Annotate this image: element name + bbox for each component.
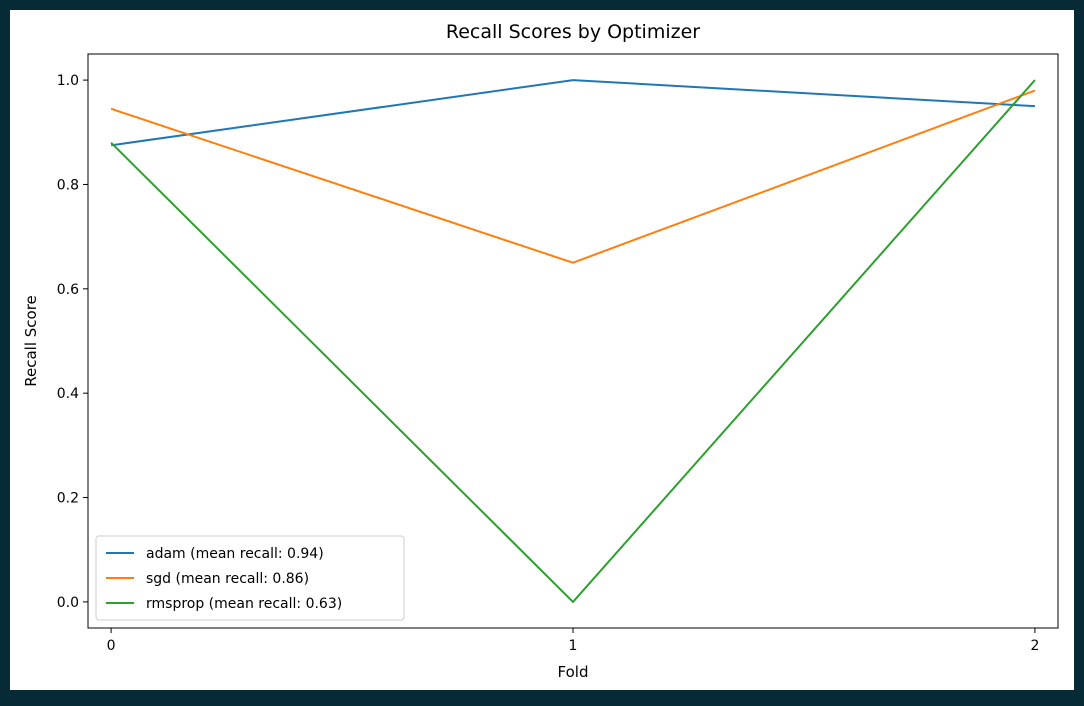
series-line-0 — [110, 79, 1035, 147]
chart-title: Recall Scores by Optimizer — [446, 21, 700, 43]
y-axis-label: Recall Score — [22, 295, 40, 387]
x-tick-label: 0 — [107, 638, 116, 654]
line-chart: Recall Scores by Optimizer Fold Recall S… — [22, 21, 1059, 681]
series-line-1 — [110, 89, 1036, 264]
legend-label-1: sgd (mean recall: 0.86) — [146, 571, 309, 587]
y-tick-label: 0.6 — [57, 282, 79, 298]
x-axis-label: Fold — [558, 663, 589, 681]
y-tick-label: 1.0 — [57, 73, 79, 89]
axis-ticks: 0.0 0.2 0.4 0.6 0.8 1.0 0 1 2 — [57, 73, 1040, 654]
y-tick-label: 0.0 — [57, 595, 79, 611]
y-tick-label: 0.2 — [57, 491, 79, 507]
series-line-2 — [110, 79, 1036, 604]
legend-box — [95, 535, 405, 621]
x-tick-label: 2 — [1030, 638, 1039, 654]
y-tick-label: 0.4 — [57, 386, 79, 402]
y-tick-label: 0.8 — [57, 177, 79, 193]
plot-area-frame — [87, 53, 1059, 629]
series-lines — [110, 79, 1036, 604]
legend-label-2: rmsprop (mean recall: 0.63) — [146, 596, 342, 612]
figure-canvas: Recall Scores by Optimizer Fold Recall S… — [10, 10, 1074, 690]
legend-label-0: adam (mean recall: 0.94) — [146, 546, 324, 562]
x-tick-label: 1 — [569, 638, 578, 654]
legend: adam (mean recall: 0.94) sgd (mean recall… — [95, 535, 405, 621]
